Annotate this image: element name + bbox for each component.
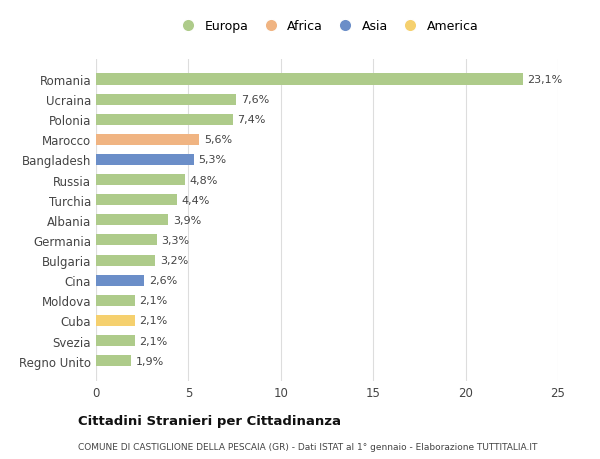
- Bar: [96, 235, 157, 246]
- Text: 7,6%: 7,6%: [241, 95, 269, 105]
- Bar: [96, 174, 185, 186]
- Text: 2,1%: 2,1%: [139, 296, 167, 306]
- Text: 2,6%: 2,6%: [149, 275, 177, 285]
- Bar: [96, 134, 199, 146]
- Bar: [96, 74, 523, 85]
- Text: Cittadini Stranieri per Cittadinanza: Cittadini Stranieri per Cittadinanza: [78, 414, 341, 428]
- Text: 3,3%: 3,3%: [161, 235, 190, 246]
- Bar: [96, 114, 233, 125]
- Text: 5,3%: 5,3%: [199, 155, 227, 165]
- Bar: [96, 195, 178, 206]
- Bar: [96, 255, 155, 266]
- Legend: Europa, Africa, Asia, America: Europa, Africa, Asia, America: [173, 18, 481, 36]
- Text: 3,9%: 3,9%: [173, 215, 201, 225]
- Bar: [96, 215, 168, 226]
- Bar: [96, 295, 135, 306]
- Text: 7,4%: 7,4%: [238, 115, 266, 125]
- Text: 23,1%: 23,1%: [527, 75, 563, 85]
- Bar: [96, 95, 236, 106]
- Text: 2,1%: 2,1%: [139, 316, 167, 326]
- Text: COMUNE DI CASTIGLIONE DELLA PESCAIA (GR) - Dati ISTAT al 1° gennaio - Elaborazio: COMUNE DI CASTIGLIONE DELLA PESCAIA (GR)…: [78, 442, 538, 451]
- Bar: [96, 355, 131, 366]
- Text: 2,1%: 2,1%: [139, 336, 167, 346]
- Text: 4,8%: 4,8%: [190, 175, 218, 185]
- Text: 3,2%: 3,2%: [160, 256, 188, 265]
- Bar: [96, 275, 144, 286]
- Text: 4,4%: 4,4%: [182, 195, 211, 205]
- Bar: [96, 315, 135, 326]
- Text: 1,9%: 1,9%: [136, 356, 164, 366]
- Bar: [96, 335, 135, 346]
- Text: 5,6%: 5,6%: [204, 135, 232, 145]
- Bar: [96, 155, 194, 166]
